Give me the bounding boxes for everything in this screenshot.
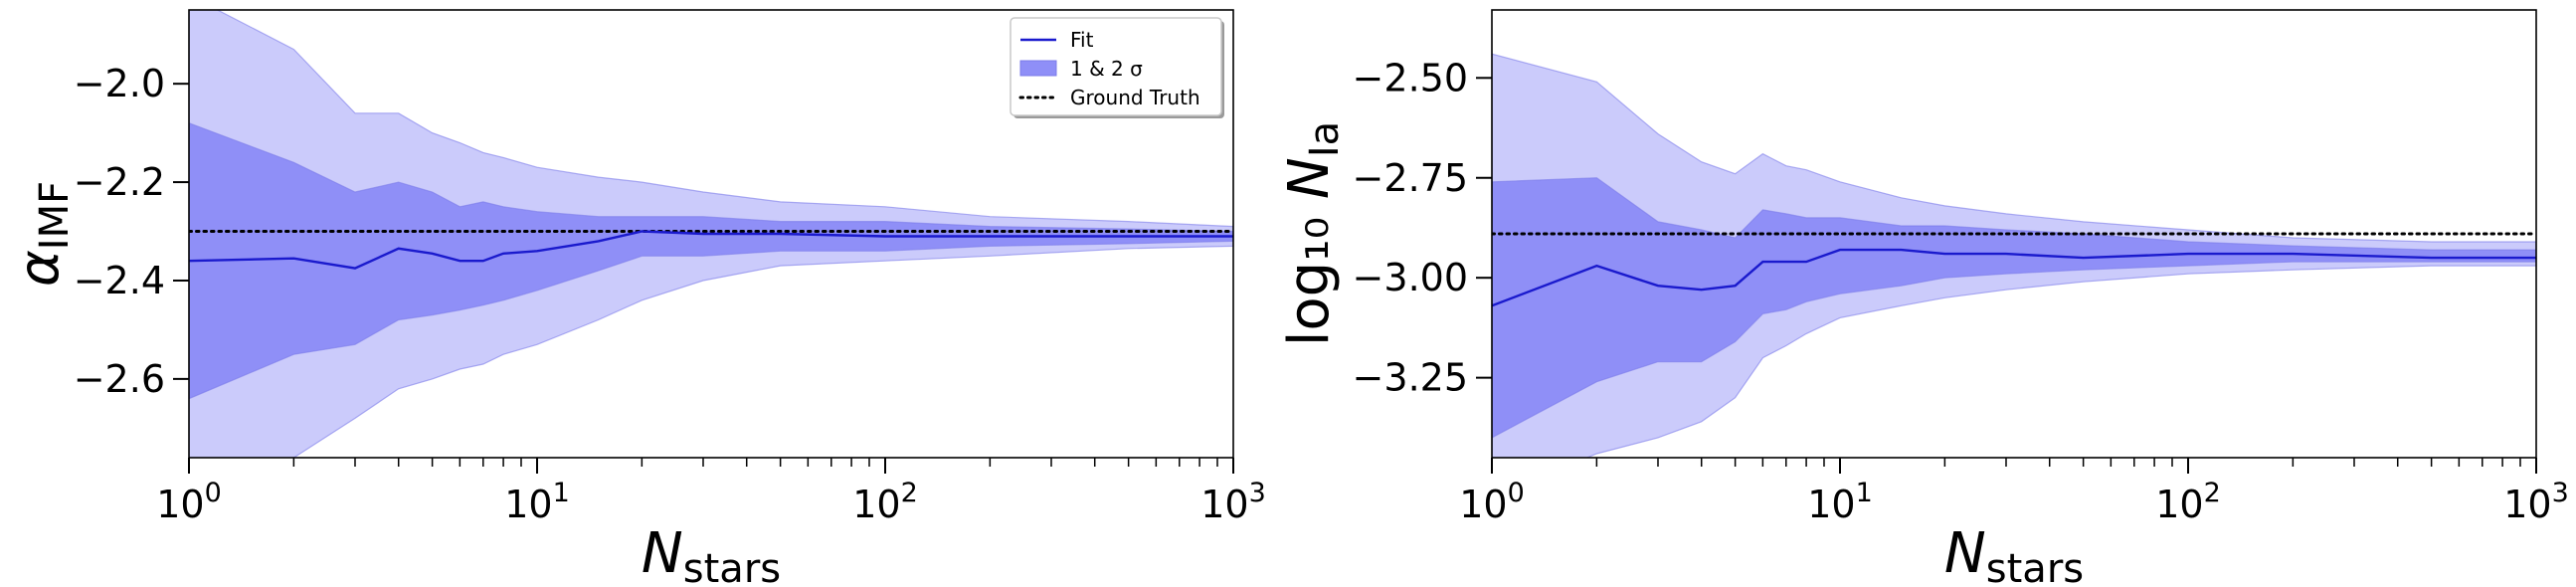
legend-sigma-swatch (1019, 60, 1057, 77)
y-axis-label: log₁₀ NIa (1277, 121, 1348, 346)
plot-frame (1491, 9, 2537, 459)
legend-entry-label: 1 & 2 σ (1070, 57, 1143, 81)
legend-entry-label: Ground Truth (1070, 86, 1200, 109)
plot-area (189, 10, 1233, 458)
x-tick-label: 101 (1807, 478, 1873, 526)
x-axis-label: Nstars (642, 521, 781, 587)
x-tick-label: 103 (1200, 478, 1266, 526)
y-tick-label: −2.0 (74, 62, 165, 105)
x-tick-label: 100 (156, 478, 222, 526)
x-tick-label: 103 (2503, 478, 2569, 526)
legend: Fit 1 & 2 σ Ground Truth (1010, 17, 1224, 118)
x-axis-label: Nstars (1944, 521, 2084, 587)
plot-frame (188, 9, 1234, 459)
y-tick-label: −2.6 (74, 357, 165, 401)
y-tick-label: −2.75 (1353, 156, 1468, 200)
fit-line (1492, 248, 2536, 307)
y-axis-label: αIMF (7, 181, 78, 287)
x-tick-label: 102 (852, 478, 918, 526)
y-tick-label: −3.25 (1353, 356, 1468, 400)
sigma1-band (1492, 177, 2536, 439)
x-tick-label: 102 (2155, 478, 2221, 526)
chart-panel-1: 100 101 102 103 −2.0 −2.2 −2.4 −2.6 Nstars αIMF Fi… (7, 9, 1266, 587)
x-tick-label: 101 (504, 478, 570, 526)
y-tick-label: −2.4 (74, 259, 165, 302)
x-tick-label: 100 (1459, 478, 1525, 526)
sigma1-band (189, 122, 1233, 400)
y-tick-label: −2.50 (1353, 56, 1468, 99)
fit-line (189, 230, 1233, 270)
y-tick-label: −2.2 (74, 160, 165, 204)
y-tick-label: −3.00 (1353, 256, 1468, 299)
plot-area (1492, 53, 2536, 458)
chart-panel-2: 100 101 102 103 −2.50 −2.75 −3.00 −3.25 Nstars lo… (1277, 9, 2569, 587)
legend-box (1010, 17, 1222, 116)
legend-entry-label: Fit (1070, 28, 1094, 52)
